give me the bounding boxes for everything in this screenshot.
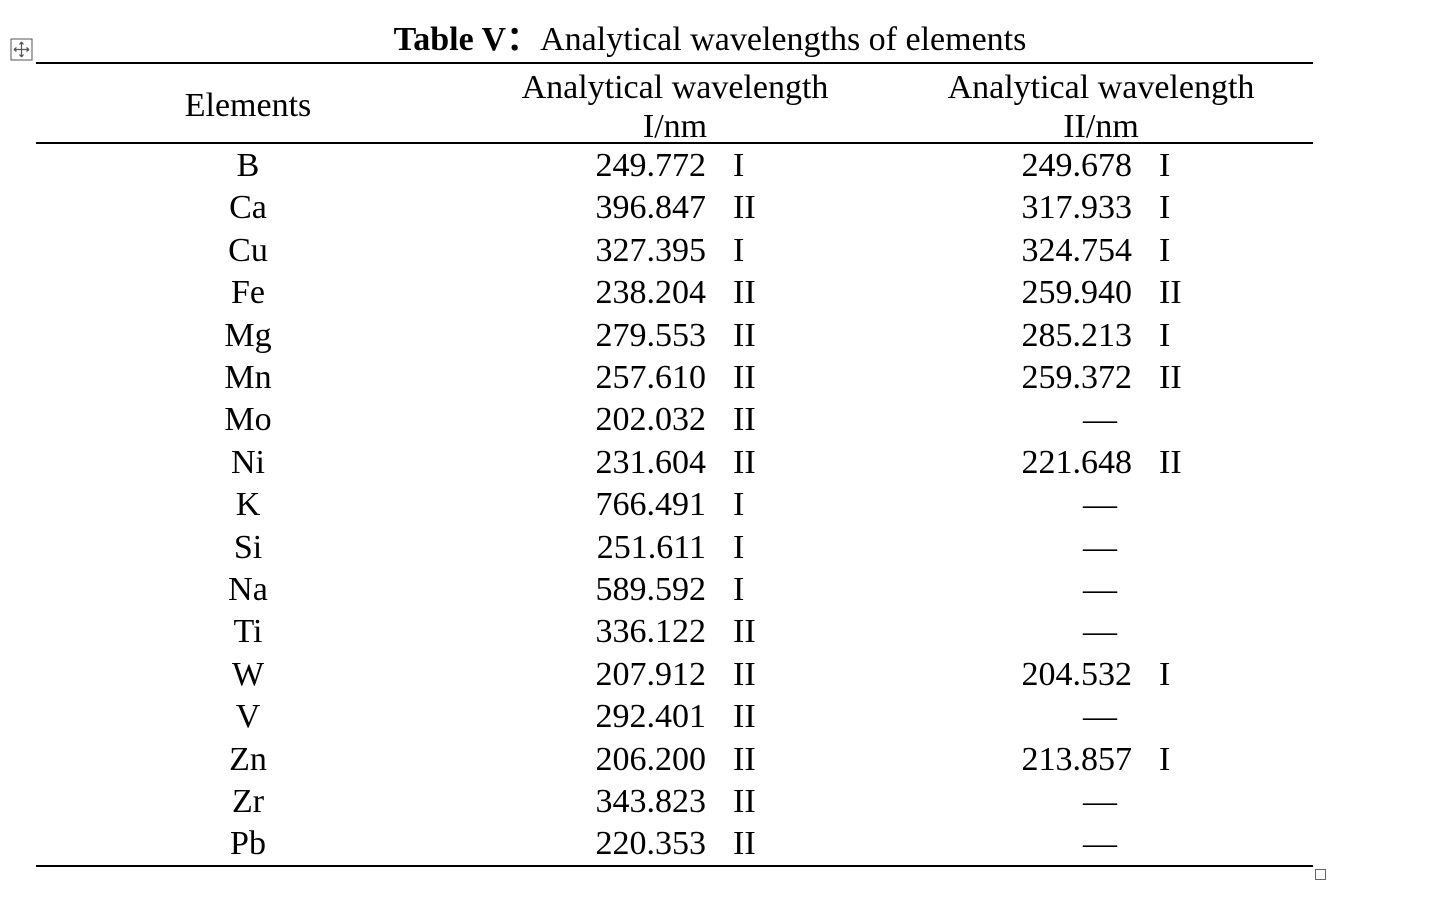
element-cell: K xyxy=(235,486,261,524)
ion-cell: II xyxy=(733,655,756,693)
wavelength-cell: 231.604 xyxy=(595,443,707,481)
wavelength-cell: 589.592 xyxy=(595,571,707,608)
ion-cell: I xyxy=(733,147,745,184)
ion-cell: II xyxy=(733,613,756,651)
table-title: Table V：Analytical wavelengths of elemen… xyxy=(394,21,1027,59)
element-cell: Ti xyxy=(233,613,263,651)
title-label: Table V： xyxy=(393,21,541,58)
element-cell: Mo xyxy=(224,401,272,439)
ion-cell: I xyxy=(1159,655,1171,693)
wavelength-cell: 207.912 xyxy=(595,655,707,693)
bottom-rule xyxy=(36,865,1313,867)
ion-cell: II xyxy=(733,274,756,312)
ion-cell: II xyxy=(1159,359,1182,396)
wavelength-cell: 336.122 xyxy=(595,613,707,651)
ion-cell: I xyxy=(1159,147,1171,184)
ion-cell: II xyxy=(733,825,756,863)
element-cell: B xyxy=(236,147,260,184)
ion-cell: II xyxy=(1159,274,1182,312)
empty-cell: — xyxy=(1083,613,1117,651)
wavelength-cell: 249.678 xyxy=(1021,147,1133,184)
ion-cell: II xyxy=(733,316,756,354)
ion-cell: II xyxy=(733,189,756,227)
top-rule xyxy=(36,62,1313,64)
wavelength-cell: 204.532 xyxy=(1021,655,1133,693)
element-cell: Si xyxy=(233,528,263,566)
ion-cell: II xyxy=(733,698,756,736)
wavelength-cell: 259.372 xyxy=(1021,359,1133,396)
wavelength-cell: 249.772 xyxy=(595,147,707,184)
ion-cell: II xyxy=(733,783,756,820)
element-cell: Ni xyxy=(231,443,265,481)
ion-cell: II xyxy=(733,359,756,396)
column-header: II/nm xyxy=(1063,108,1139,145)
empty-cell: — xyxy=(1083,528,1117,566)
element-cell: Zn xyxy=(229,740,267,778)
wavelength-cell: 766.491 xyxy=(595,486,707,524)
wavelength-cell: 251.611 xyxy=(596,528,706,566)
element-cell: W xyxy=(231,655,265,693)
wavelength-cell: 213.857 xyxy=(1021,740,1133,778)
wavelength-cell: 292.401 xyxy=(595,698,707,736)
ion-cell: I xyxy=(733,231,745,269)
ion-cell: I xyxy=(733,571,745,608)
wavelength-cell: 221.648 xyxy=(1021,443,1133,481)
ion-cell: I xyxy=(733,528,745,566)
wavelength-cell: 327.395 xyxy=(595,231,707,269)
ion-cell: II xyxy=(1159,443,1182,481)
wavelength-cell: 279.553 xyxy=(595,316,707,354)
wavelength-cell: 202.032 xyxy=(595,401,707,439)
empty-cell: — xyxy=(1083,698,1117,736)
ion-cell: I xyxy=(733,486,745,524)
column-header: Analytical wavelength xyxy=(521,69,829,106)
wavelength-cell: 343.823 xyxy=(595,783,707,820)
element-cell: Zr xyxy=(231,783,265,820)
ion-cell: I xyxy=(1159,740,1171,778)
wavelength-cell: 206.200 xyxy=(595,740,707,778)
ion-cell: I xyxy=(1159,316,1171,354)
element-cell: Fe xyxy=(231,274,265,312)
ion-cell: I xyxy=(1159,231,1171,269)
wavelength-cell: 317.933 xyxy=(1021,189,1133,227)
ion-cell: I xyxy=(1159,189,1171,227)
wavelength-cell: 285.213 xyxy=(1021,316,1133,354)
element-cell: Mn xyxy=(224,359,272,396)
column-header: Elements xyxy=(184,87,312,124)
wavelength-cell: 220.353 xyxy=(595,825,707,863)
title-text: Analytical wavelengths of elements xyxy=(540,21,1027,58)
wavelength-cell: 324.754 xyxy=(1021,231,1133,269)
column-header: I/nm xyxy=(642,108,708,145)
ion-cell: II xyxy=(733,740,756,778)
element-cell: Cu xyxy=(228,231,268,269)
empty-cell: — xyxy=(1083,571,1117,608)
empty-cell: — xyxy=(1083,825,1117,863)
element-cell: Mg xyxy=(224,316,272,354)
empty-cell: — xyxy=(1083,783,1117,820)
wavelength-cell: 257.610 xyxy=(595,359,707,396)
element-cell: Na xyxy=(228,571,268,608)
empty-cell: — xyxy=(1083,401,1117,439)
resize-handle[interactable] xyxy=(1314,868,1328,882)
wavelength-cell: 238.204 xyxy=(595,274,707,312)
move-handle[interactable] xyxy=(10,38,34,62)
wavelength-cell: 259.940 xyxy=(1021,274,1133,312)
element-cell: Ca xyxy=(229,189,267,227)
element-cell: V xyxy=(235,698,261,736)
wavelength-cell: 396.847 xyxy=(595,189,707,227)
empty-cell: — xyxy=(1083,486,1117,524)
ion-cell: II xyxy=(733,443,756,481)
header-rule xyxy=(36,142,1313,144)
element-cell: Pb xyxy=(230,825,266,863)
column-header: Analytical wavelength xyxy=(947,69,1255,106)
ion-cell: II xyxy=(733,401,756,439)
